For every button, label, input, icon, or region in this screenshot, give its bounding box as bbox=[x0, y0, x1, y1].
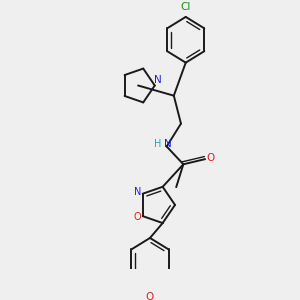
Text: O: O bbox=[206, 153, 214, 163]
Text: O: O bbox=[134, 212, 141, 223]
Text: H: H bbox=[154, 140, 161, 149]
Text: Cl: Cl bbox=[181, 2, 191, 12]
Text: O: O bbox=[146, 292, 154, 300]
Text: N: N bbox=[164, 140, 171, 149]
Text: N: N bbox=[154, 75, 162, 85]
Text: N: N bbox=[134, 188, 142, 197]
